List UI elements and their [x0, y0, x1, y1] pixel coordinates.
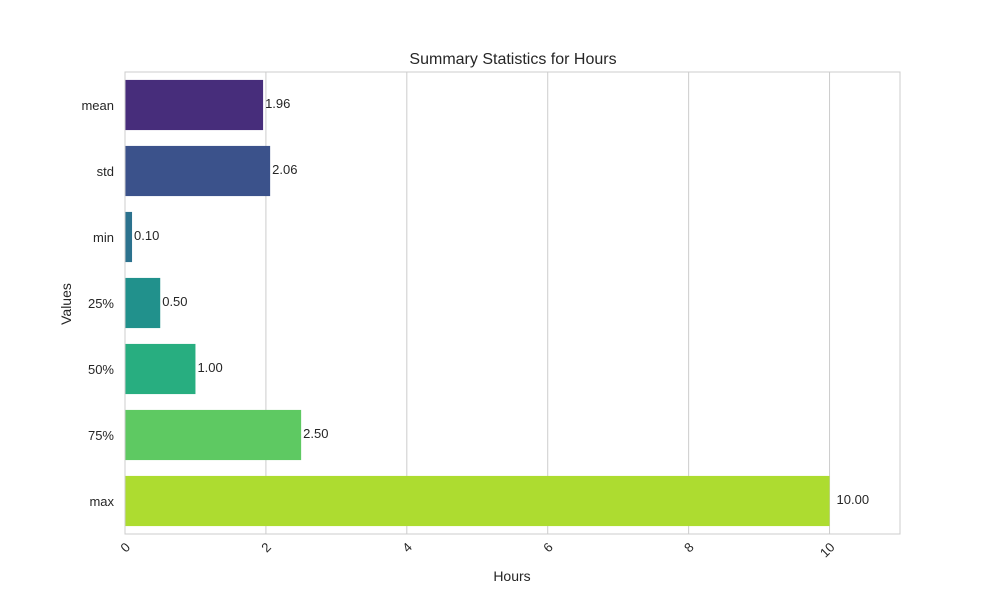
bar-0 — [125, 79, 264, 131]
y-tick-label-6: max — [89, 494, 114, 509]
y-tick-label-4: 50% — [88, 362, 114, 377]
bar-5 — [125, 409, 302, 461]
x-tick-labels: 0 2 4 6 8 10 — [117, 540, 837, 561]
bar-2 — [125, 211, 133, 263]
data-label-5: 2.50 — [303, 426, 328, 441]
grid-lines — [124, 72, 831, 534]
data-label-4: 1.00 — [197, 360, 222, 375]
plot-frame — [124, 71, 901, 535]
bar-1 — [125, 145, 271, 197]
data-label-6: 10.00 — [837, 492, 870, 507]
y-tick-label-0: mean — [81, 98, 114, 113]
data-label-3: 0.50 — [162, 294, 187, 309]
x-tick-label-3: 6 — [540, 540, 556, 556]
x-tick-label-4: 8 — [681, 540, 697, 556]
x-tick-label-0: 0 — [117, 540, 133, 556]
data-labels: 1.96 2.06 0.10 0.50 1.00 2.50 10.00 — [134, 96, 869, 507]
chart-title: Summary Statistics for Hours — [409, 51, 616, 68]
x-axis-label: Hours — [493, 568, 530, 584]
y-tick-label-2: min — [93, 230, 114, 245]
x-tick-label-5: 10 — [817, 540, 838, 561]
data-label-1: 2.06 — [272, 162, 297, 177]
x-tick-label-2: 4 — [399, 540, 415, 556]
y-tick-label-1: std — [97, 164, 114, 179]
bars — [125, 79, 830, 527]
bar-6 — [125, 475, 830, 527]
data-label-2: 0.10 — [134, 228, 159, 243]
y-tick-label-3: 25% — [88, 296, 114, 311]
bar-4 — [125, 343, 196, 395]
bar-3 — [125, 277, 161, 329]
y-tick-label-5: 75% — [88, 428, 114, 443]
y-axis-label: Values — [58, 283, 74, 325]
y-tick-labels: mean std min 25% 50% 75% max — [81, 98, 114, 509]
data-label-0: 1.96 — [265, 96, 290, 111]
x-tick-label-1: 2 — [258, 540, 274, 556]
